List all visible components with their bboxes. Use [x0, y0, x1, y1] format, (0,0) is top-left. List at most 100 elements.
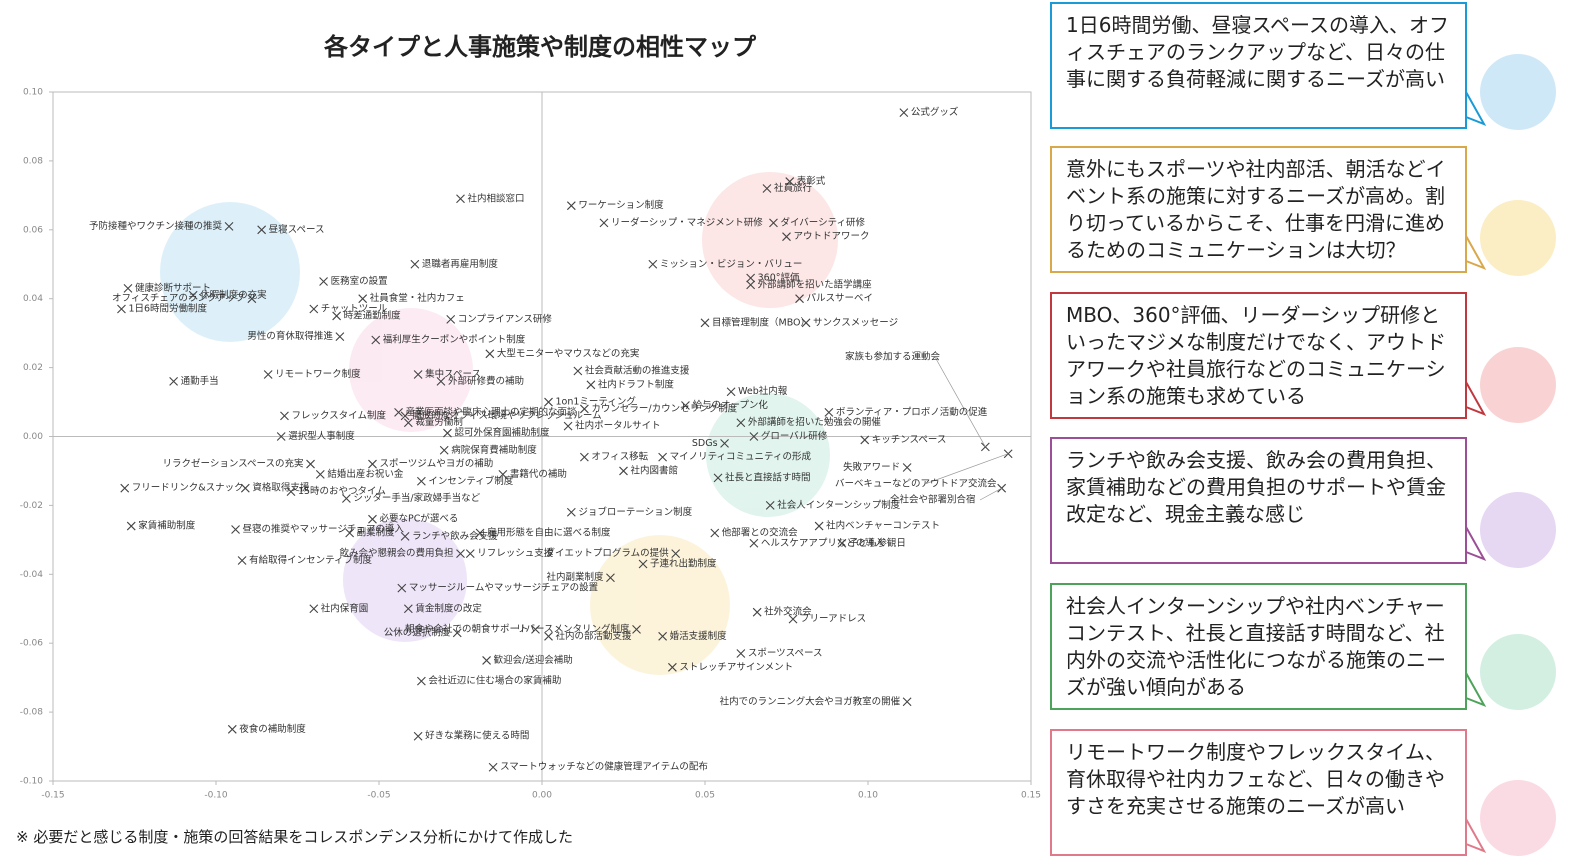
- point: [749, 538, 759, 548]
- point: [263, 370, 273, 379]
- point-label: 退職者再雇用制度: [422, 258, 499, 270]
- point-label: 時差通勤制度: [344, 309, 402, 321]
- point: [280, 411, 289, 421]
- point-label: オフィス移転: [591, 451, 648, 463]
- point-label: スポーツスペース: [748, 648, 823, 659]
- point-label: 360°評価: [758, 272, 800, 284]
- point-label: 社会人インターンシップ制度: [777, 499, 901, 511]
- leader-line: [979, 487, 1002, 501]
- point-label: ダイバーシティ研修: [780, 216, 865, 228]
- x-tick-label: -0.10: [204, 791, 228, 801]
- point-label: 休暇制度の充実: [200, 289, 267, 301]
- point-label: 昼寝の推奨やマッサージチェアの導入: [243, 523, 405, 535]
- point: [902, 697, 912, 707]
- point-label: 社内図書館: [631, 464, 679, 476]
- point: [394, 407, 403, 417]
- decor: [702, 172, 838, 308]
- point-label: ダイエットプログラムの提供: [546, 547, 670, 559]
- point: [413, 731, 423, 741]
- point: [658, 631, 668, 641]
- point: [700, 318, 710, 328]
- point: [544, 397, 553, 407]
- point: [485, 349, 495, 359]
- point: [713, 473, 723, 483]
- point-label: 昼寝スペース: [269, 223, 325, 235]
- point-label: 社内でのランニング大会やヨガ教室の開催: [720, 695, 901, 707]
- point-label: 福利厚生クーポンやポイント制度: [383, 334, 526, 346]
- point: [785, 177, 795, 186]
- point: [403, 418, 413, 428]
- point: [403, 604, 413, 614]
- point-label: 書籍代の補助: [510, 468, 567, 480]
- avatars: [1480, 54, 1556, 856]
- point-label: スポーツジムやヨガの補助: [379, 458, 493, 470]
- point-label: 社長と直接話す時間: [725, 471, 811, 483]
- point: [120, 483, 130, 493]
- point: [658, 452, 668, 462]
- point-label: 子ども参観日: [849, 537, 906, 549]
- point: [276, 432, 286, 441]
- point-label: 健康診断サポート: [135, 282, 211, 294]
- point: [446, 314, 456, 324]
- point: [169, 376, 179, 386]
- point-label: 全社会や部署別合宿: [890, 494, 976, 506]
- point-label: 産業医面談や臨床心理士の定期的な面談: [406, 406, 578, 418]
- point-label: リバースメンタリング制度: [516, 623, 630, 635]
- point: [638, 559, 648, 569]
- decor: [343, 518, 467, 642]
- point-label: 社外交流会: [764, 606, 812, 618]
- point: [126, 521, 136, 531]
- point: [606, 573, 615, 583]
- point: [579, 452, 589, 462]
- point-label: グローバル研修: [761, 430, 828, 442]
- point: [117, 304, 126, 314]
- point: [746, 273, 756, 283]
- point: [671, 549, 681, 559]
- x-tick-label: -0.15: [41, 791, 64, 801]
- point-label: リーダーシップ・マネジメント研修: [611, 216, 763, 228]
- x-tick-label: -0.05: [367, 791, 390, 801]
- point: [824, 407, 834, 417]
- point-label: 15時のおやつタイム: [298, 486, 386, 497]
- point: [648, 259, 658, 269]
- point-label: ヘルスケアアプリなどの導入: [761, 537, 885, 549]
- point: [599, 218, 609, 228]
- point-label: 社内保育園: [321, 602, 369, 614]
- y-tick-label: 0.08: [23, 156, 43, 166]
- leader-line: [934, 356, 986, 448]
- point-label: 外部講師を招いた語学講座: [758, 278, 873, 290]
- point: [456, 549, 465, 559]
- point: [315, 470, 325, 479]
- point: [488, 762, 498, 772]
- x-tick-label: 0.15: [1021, 791, 1041, 801]
- point: [439, 445, 449, 455]
- leader-line: [924, 453, 1009, 485]
- point: [358, 294, 368, 304]
- point-label: 会社近辺に住む場合の家賃補助: [428, 675, 561, 687]
- point-label: 社員食堂・社内カフェ: [370, 292, 465, 304]
- point: [736, 418, 746, 428]
- point-label: 飲み会や懇親会の費用負担: [339, 547, 454, 559]
- point: [436, 376, 446, 386]
- point-label: ジョブローテーション制度: [578, 506, 692, 518]
- point-label: 有給取得インセンティブ制度: [249, 554, 372, 566]
- point-label: パルスサーベイ: [807, 293, 874, 304]
- point-label: 表彰式: [797, 175, 826, 187]
- point-label: ランチや飲み会支援: [412, 530, 498, 542]
- point: [345, 528, 355, 538]
- point-label: スマートウォッチなどの健康管理アイテムの配布: [500, 761, 708, 773]
- point: [237, 556, 247, 565]
- point: [531, 625, 540, 634]
- decor-circles: [160, 172, 838, 675]
- point-label: 社内ベンチャーコンテスト: [826, 520, 940, 532]
- point-label: ミッション・ビジョン・バリュー: [660, 259, 803, 270]
- point-label: バーベキューなどのアウトドア交流会: [835, 478, 997, 490]
- point: [668, 662, 677, 672]
- point: [749, 432, 759, 441]
- point: [332, 311, 342, 321]
- point: [413, 370, 423, 379]
- point-label: リラクゼーションスペースの充実: [163, 458, 304, 470]
- x-tick-label: 0.10: [858, 791, 878, 801]
- point: [342, 494, 351, 503]
- point-label: 資格取得支援: [252, 482, 310, 494]
